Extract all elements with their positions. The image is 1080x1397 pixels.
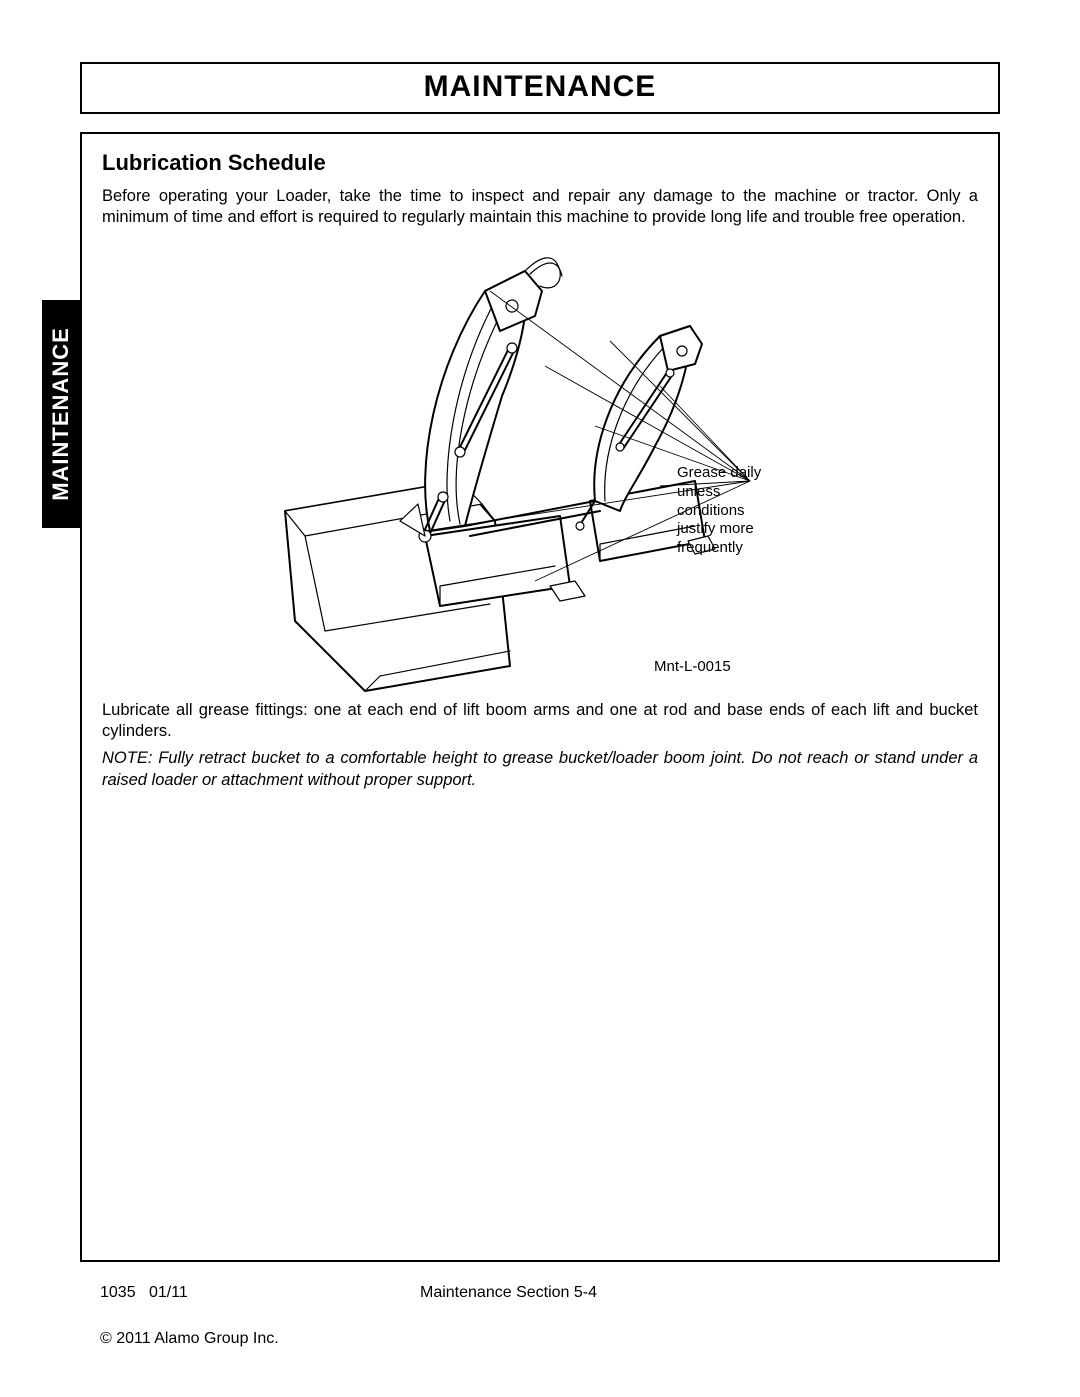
content-box: Lubrication Schedule Before operating yo… (80, 132, 1000, 1262)
footer-center: Maintenance Section 5-4 (380, 1284, 980, 1302)
figure-callout: Grease daily unless conditions justify m… (677, 464, 787, 558)
figure-id: Mnt-L-0015 (654, 658, 731, 675)
side-tab: MAINTENANCE (42, 300, 80, 528)
intro-paragraph: Before operating your Loader, take the t… (102, 186, 978, 228)
copyright: © 2011 Alamo Group Inc. (100, 1330, 279, 1348)
title-box: MAINTENANCE (80, 62, 1000, 114)
page-content: MAINTENANCE Lubrication Schedule Before … (80, 62, 1000, 1262)
note-paragraph: NOTE: Fully retract bucket to a comforta… (102, 748, 978, 790)
page-title: MAINTENANCE (82, 70, 998, 104)
after-figure-paragraph: Lubricate all grease fittings: one at ea… (102, 700, 978, 742)
doc-date: 01/11 (149, 1284, 188, 1301)
footer-left: 1035 01/11 (100, 1284, 380, 1302)
section-heading: Lubrication Schedule (102, 150, 978, 176)
side-tab-label: MAINTENANCE (48, 327, 74, 501)
doc-number: 1035 (100, 1284, 136, 1301)
figure-wrap: Grease daily unless conditions justify m… (102, 236, 978, 696)
footer-row: 1035 01/11 Maintenance Section 5-4 (100, 1284, 980, 1302)
